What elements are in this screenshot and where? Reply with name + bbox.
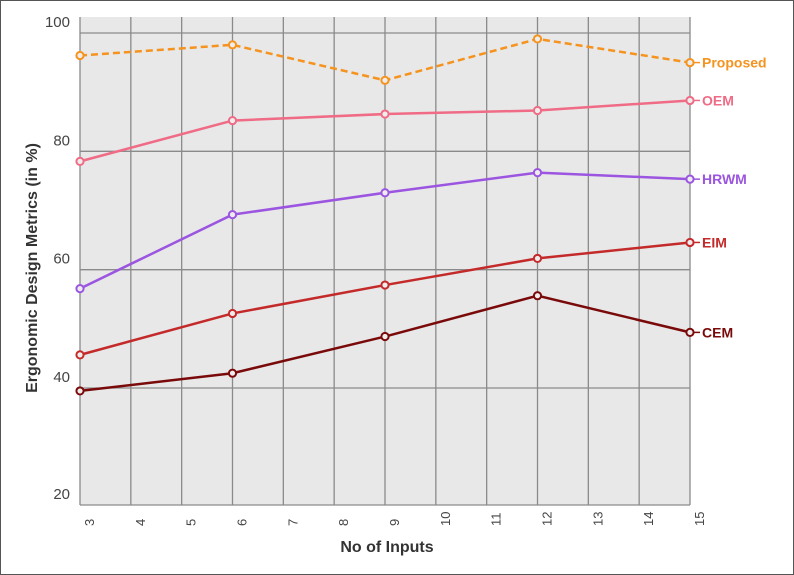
data-point-oem-6 — [227, 115, 238, 126]
data-point-oem-15 — [685, 95, 695, 106]
x-tick-label-3: 3 — [82, 519, 97, 526]
x-tick-label-13: 13 — [590, 512, 605, 526]
data-point-hrwm-6 — [227, 210, 238, 220]
data-point-oem-3 — [75, 156, 85, 166]
data-point-hrwm-15 — [685, 174, 695, 184]
data-point-proposed-15 — [685, 57, 695, 68]
data-point-eim-15 — [685, 237, 695, 248]
data-point-oem-12 — [532, 105, 543, 116]
x-tick-label-9: 9 — [387, 519, 402, 526]
y-tick-label-80: 80 — [53, 132, 70, 149]
data-point-proposed-9 — [380, 75, 390, 85]
data-point-hrwm-3 — [75, 284, 85, 294]
x-tick-label-14: 14 — [641, 512, 656, 526]
y-axis-label: Ergonomic Design Metrics (in %) — [24, 143, 41, 393]
x-axis-label: No of Inputs — [340, 539, 433, 556]
x-tick-label-8: 8 — [336, 519, 351, 526]
data-point-cem-12 — [532, 291, 543, 301]
x-tick-label-4: 4 — [133, 519, 148, 526]
x-tick-label-6: 6 — [235, 519, 250, 526]
x-tick-label-7: 7 — [285, 519, 300, 526]
x-tick-labels: 3 4 5 6 7 8 9 10 11 12 13 14 15 — [82, 512, 707, 526]
y-tick-labels: 20 40 60 80 100 — [45, 14, 70, 503]
data-point-proposed-12 — [532, 34, 543, 44]
series-labels: Proposed OEM HRWM EIM CEM — [694, 55, 767, 340]
series-label-hrwm: HRWM — [702, 171, 747, 187]
data-point-cem-6 — [227, 368, 238, 378]
x-tick-label-15: 15 — [692, 512, 707, 526]
data-point-hrwm-9 — [380, 188, 390, 198]
data-point-eim-12 — [532, 253, 543, 264]
data-point-proposed-3 — [75, 50, 85, 61]
x-tick-label-12: 12 — [540, 512, 555, 526]
series-label-proposed: Proposed — [702, 55, 767, 71]
y-tick-label-60: 60 — [53, 251, 70, 268]
data-point-eim-9 — [380, 280, 390, 290]
data-point-hrwm-12 — [532, 168, 543, 178]
grid-lines — [79, 17, 691, 506]
y-tick-label-20: 20 — [53, 486, 70, 503]
y-tick-label-100: 100 — [45, 14, 70, 31]
data-point-oem-9 — [380, 109, 390, 119]
series-label-oem: OEM — [702, 92, 734, 108]
x-tick-label-5: 5 — [184, 519, 199, 526]
data-point-eim-3 — [75, 350, 85, 360]
x-tick-label-10: 10 — [438, 512, 453, 526]
data-point-eim-6 — [227, 308, 238, 319]
series-lines — [75, 34, 695, 396]
data-point-proposed-6 — [227, 40, 238, 50]
y-tick-label-40: 40 — [53, 369, 70, 386]
data-point-cem-15 — [685, 327, 695, 337]
series-label-eim: EIM — [702, 234, 727, 250]
data-point-cem-9 — [380, 331, 390, 342]
data-point-cem-3 — [75, 386, 85, 396]
x-tick-label-11: 11 — [489, 513, 504, 527]
series-label-cem: CEM — [702, 324, 733, 340]
